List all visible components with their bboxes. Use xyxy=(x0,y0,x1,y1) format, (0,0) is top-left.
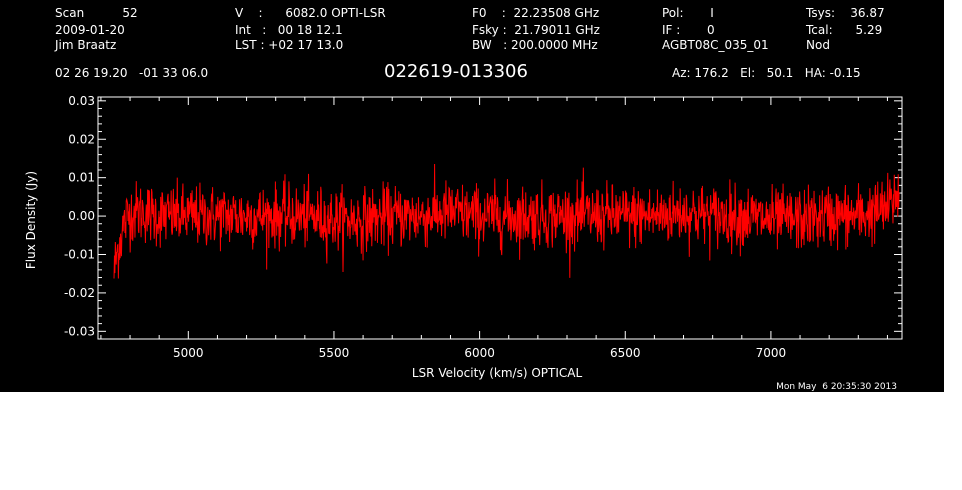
y-tick-label: -0.01 xyxy=(64,247,95,261)
mode-label: Nod xyxy=(806,38,830,52)
plot-panel xyxy=(0,0,944,392)
y-tick-label: 0.01 xyxy=(68,171,95,185)
lst-label: LST : +02 17 13.0 xyxy=(235,38,344,52)
coordinates-label: 02 26 19.20 -01 33 06.0 xyxy=(55,66,209,80)
x-tick-label: 6000 xyxy=(464,346,495,360)
project-label: AGBT08C_035_01 xyxy=(662,38,769,52)
y-tick-label: -0.02 xyxy=(64,286,95,300)
x-tick-label: 5500 xyxy=(319,346,350,360)
if-label: IF : 0 xyxy=(662,23,715,37)
y-tick-label: 0.00 xyxy=(68,209,95,223)
chart-axes: 5000 5500 6000 6500 7000 -0.03 -0.02 -0.01 0.00 0… xyxy=(64,94,903,360)
x-tick-label: 7000 xyxy=(756,346,787,360)
date-label: 2009-01-20 xyxy=(55,23,125,37)
spectrum-line xyxy=(113,164,900,279)
observer-label: Jim Braatz xyxy=(55,38,117,52)
fsky-label: Fsky : 21.79011 GHz xyxy=(472,23,600,37)
plot-frame xyxy=(97,96,903,340)
f0-label: F0 : 22.23508 GHz xyxy=(472,6,600,20)
velocity-label: V : 6082.0 OPTI-LSR xyxy=(235,6,386,20)
int-label: Int : 00 18 12.1 xyxy=(235,23,343,37)
pol-label: Pol: I xyxy=(662,6,714,20)
y-tick-label: 0.03 xyxy=(68,94,95,108)
tsys-label: Tsys: 36.87 xyxy=(806,6,885,20)
spectrum-chart: 5000 5500 6000 6500 7000 -0.03 -0.02 -0.01 0.00 0… xyxy=(24,94,903,392)
x-tick-label: 6500 xyxy=(610,346,641,360)
bw-label: BW : 200.0000 MHz xyxy=(472,38,598,52)
y-tick-label: -0.03 xyxy=(64,324,95,338)
x-tick-label: 5000 xyxy=(173,346,204,360)
tcal-label: Tcal: 5.29 xyxy=(806,23,883,37)
spectrum-series xyxy=(113,164,900,279)
pointing-label: Az: 176.2 El: 50.1 HA: -0.15 xyxy=(672,66,861,80)
timestamp-label: Mon May 6 20:35:30 2013 xyxy=(776,382,897,392)
y-tick-label: 0.02 xyxy=(68,132,95,146)
y-axis-label: Flux Density (Jy) xyxy=(24,171,38,269)
scan-label: Scan 52 xyxy=(55,6,138,20)
source-title: 022619-013306 xyxy=(384,61,528,82)
x-axis-label: LSR Velocity (km/s) OPTICAL xyxy=(412,366,583,380)
